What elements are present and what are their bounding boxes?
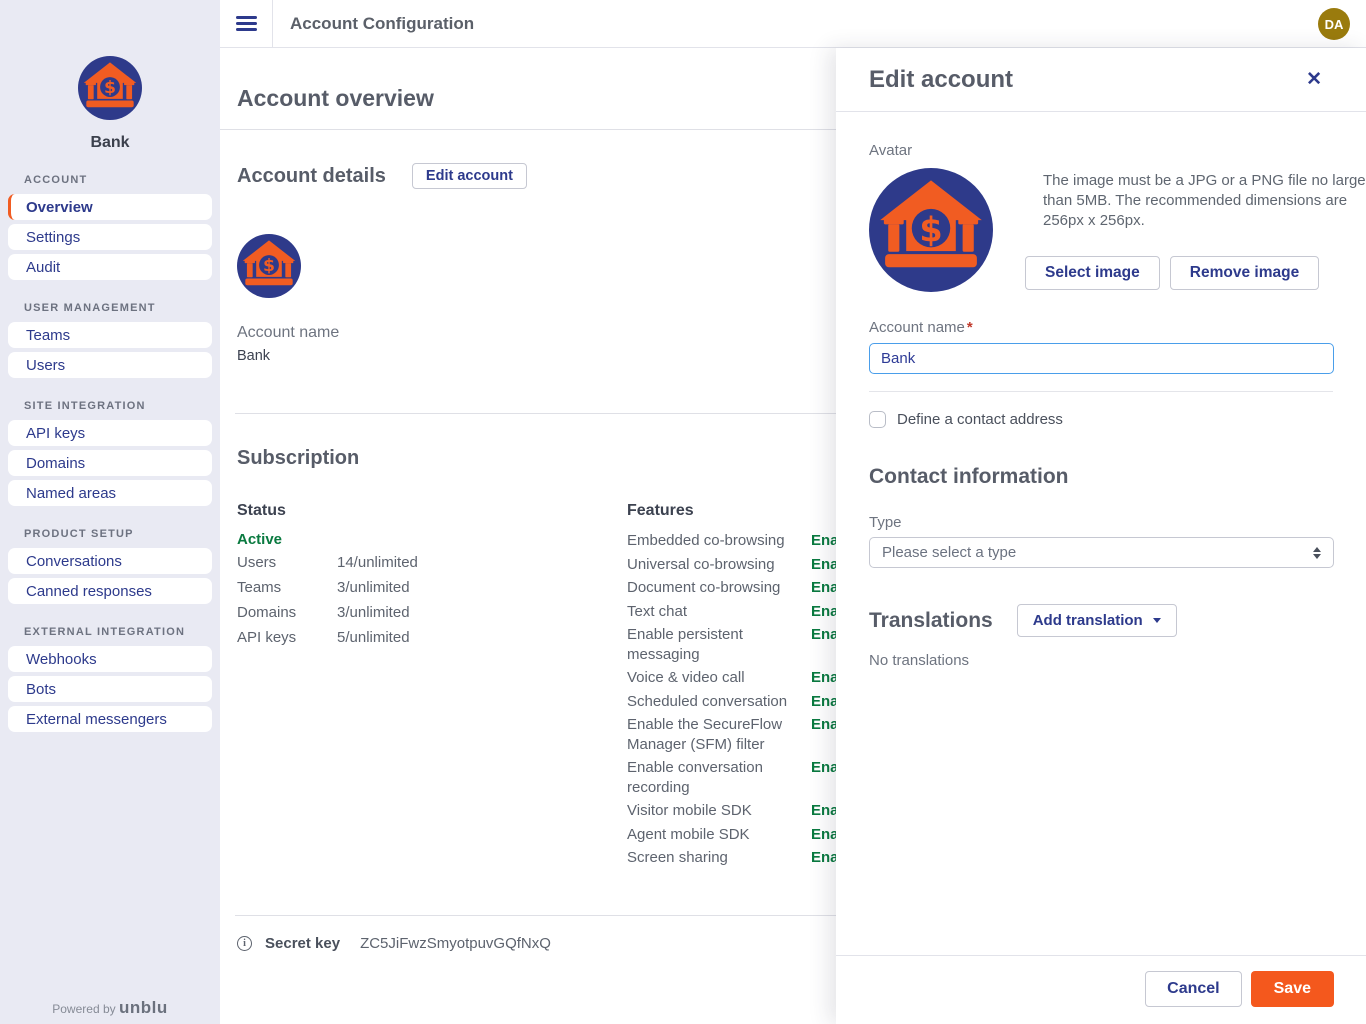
save-button[interactable]: Save [1250, 971, 1334, 1007]
secret-key-label: Secret key [265, 934, 341, 952]
add-translation-button[interactable]: Add translation [1016, 604, 1177, 637]
nav-section-user-management: USER MANAGEMENT [24, 302, 156, 314]
account-name-label: Account name [237, 324, 340, 341]
page-title: Account overview [237, 85, 434, 111]
sidebar-item-domains[interactable]: Domains [8, 450, 212, 476]
topbar: Account Configuration DA [220, 0, 1366, 48]
drawer-title: Edit account [869, 65, 1014, 93]
nav-section-site-integration: SITE INTEGRATION [24, 400, 146, 412]
sidebar-item-canned-responses[interactable]: Canned responses [8, 578, 212, 604]
no-translations-text: No translations [869, 652, 970, 669]
feature-row: Enable persistent messaging Enabled [627, 623, 1366, 666]
divider [869, 391, 1333, 392]
app-title: Account Configuration [290, 13, 475, 33]
divider [220, 129, 1366, 130]
translations-heading: Translations [869, 608, 993, 632]
select-image-button[interactable]: Select image [1025, 256, 1160, 290]
unblu-logo: unblu [118, 998, 168, 1017]
user-avatar[interactable]: DA [1318, 8, 1350, 40]
define-contact-address-option[interactable]: Define a contact address [869, 411, 1333, 428]
divider [235, 413, 1366, 414]
nav-section-external-integration: EXTERNAL INTEGRATION [24, 626, 186, 638]
avatar-label: Avatar [869, 142, 913, 159]
account-name-value: Bank [237, 348, 271, 364]
nav-section-account: ACCOUNT [24, 174, 88, 186]
edit-account-button[interactable]: Edit account [411, 163, 527, 189]
sidebar-item-webhooks[interactable]: Webhooks [8, 646, 212, 672]
status-row-domains: Domains 3/unlimited [237, 604, 410, 621]
account-logo-bank-icon [78, 56, 142, 120]
sidebar-item-teams[interactable]: Teams [8, 322, 212, 348]
account-name-field-label: Account name * [869, 319, 973, 336]
hamburger-icon [235, 13, 257, 34]
subscription-status-column: Status Active Users 14/unlimited Teams 3… [237, 502, 627, 870]
divider [235, 914, 1366, 916]
chevron-down-icon [1152, 618, 1161, 623]
sidebar-item-users[interactable]: Users [8, 352, 212, 378]
sidebar-item-external-messengers[interactable]: External messengers [8, 706, 212, 732]
account-avatar-bank-icon [237, 234, 301, 298]
secret-key-value: ZC5JiFwzSmyotpuvGQfNxQ [360, 934, 551, 952]
sidebar-item-conversations[interactable]: Conversations [8, 548, 212, 574]
remove-image-button[interactable]: Remove image [1169, 256, 1320, 290]
sidebar-item-bots[interactable]: Bots [8, 676, 212, 702]
subscription-heading: Subscription [237, 447, 360, 469]
contact-information-heading: Contact information [869, 465, 1069, 488]
avatar-hint-text: The image must be a JPG or a PNG file no… [1043, 172, 1366, 229]
status-badge: Active [237, 531, 283, 548]
info-icon: i [237, 935, 252, 951]
sidebar-item-audit[interactable]: Audit [8, 254, 212, 280]
contact-type-select[interactable]: Please select a type [869, 537, 1334, 568]
edit-account-drawer: Edit account ✕ Avatar The image must be … [836, 48, 1366, 1024]
status-heading: Status [237, 502, 286, 519]
status-row-teams: Teams 3/unlimited [237, 579, 410, 596]
nav-section-product-setup: PRODUCT SETUP [24, 528, 134, 540]
status-row-api-keys: API keys 5/unlimited [237, 629, 410, 646]
sidebar-item-overview[interactable]: Overview [8, 194, 212, 220]
required-asterisk: * [966, 319, 973, 336]
sidebar: Bank ACCOUNT Overview Settings Audit USE… [0, 0, 220, 1024]
status-row-users: Users 14/unlimited [237, 554, 418, 571]
hamburger-menu-button[interactable] [220, 0, 273, 48]
close-icon[interactable]: ✕ [1302, 66, 1326, 93]
sidebar-item-settings[interactable]: Settings [8, 224, 212, 250]
powered-by-unblu: Powered by unblu [52, 998, 168, 1017]
select-updown-icon [1313, 546, 1321, 559]
account-logo-label: Bank [90, 134, 130, 151]
features-heading: Features [627, 502, 694, 519]
type-label: Type [869, 514, 902, 531]
cancel-button[interactable]: Cancel [1145, 971, 1242, 1007]
sidebar-item-api-keys[interactable]: API keys [8, 420, 212, 446]
account-details-heading: Account details [237, 164, 386, 187]
sidebar-item-named-areas[interactable]: Named areas [8, 480, 212, 506]
account-name-input[interactable] [869, 343, 1334, 374]
drawer-avatar-bank-icon [869, 168, 993, 292]
contact-address-checkbox[interactable] [869, 411, 886, 428]
